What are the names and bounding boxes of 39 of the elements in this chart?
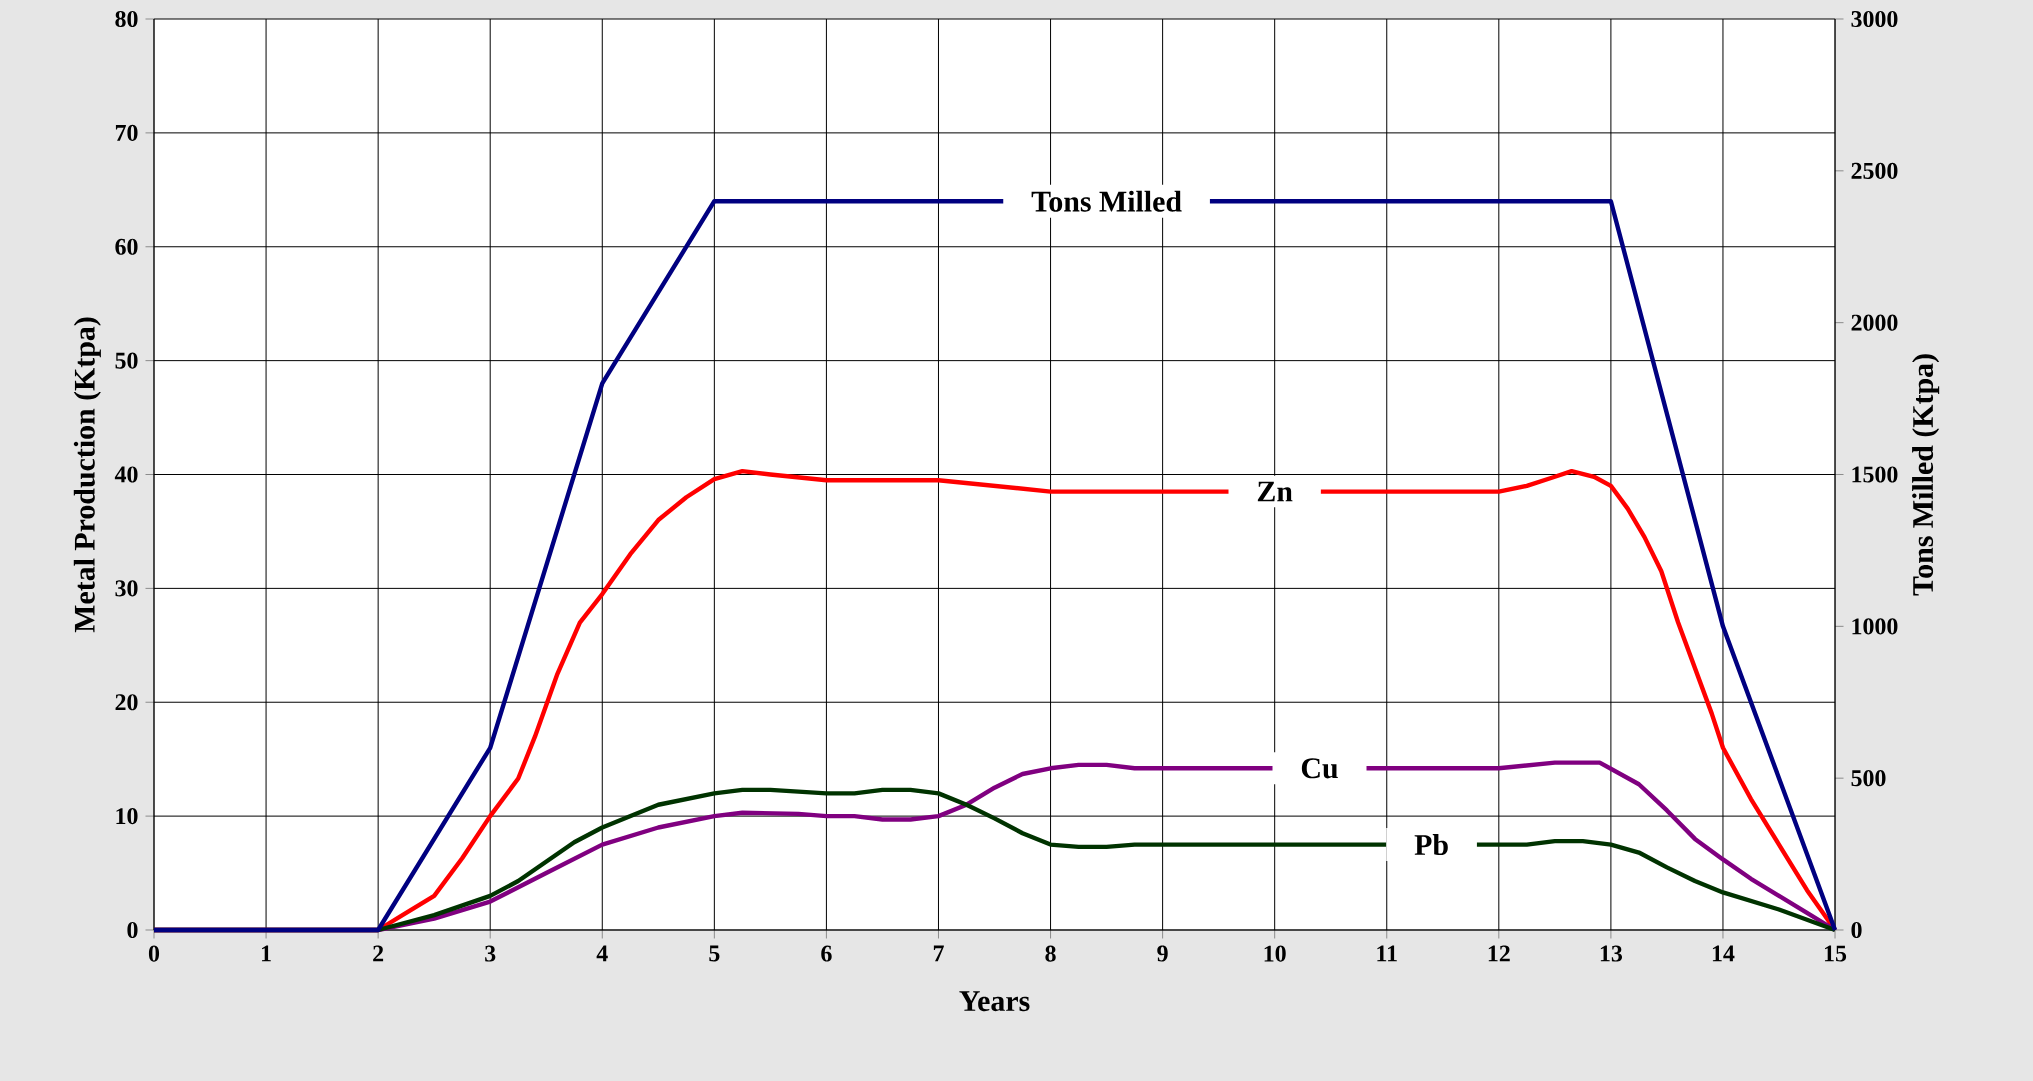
y2-tick-label: 500 [1851,770,1886,787]
series-label: Zn [1257,481,1293,502]
x-tick-label: 9 [1157,945,1168,962]
x-axis-title: Years [959,991,1030,1012]
y-tick-label: 70 [115,124,138,141]
y2-tick-label: 3000 [1851,10,1898,28]
y-tick-label: 50 [115,352,138,369]
y-tick-label: 80 [115,10,138,28]
y2-tick-label: 1500 [1852,466,1898,483]
x-tick-label: 0 [148,945,160,962]
y-tick-label: 30 [115,580,138,597]
y2-tick-label: 2000 [1851,314,1898,331]
x-tick-label: 2 [373,945,384,962]
x-tick-label: 10 [1264,945,1286,962]
y2-tick-label: 2500 [1851,162,1898,179]
x-tick-label: 6 [821,945,832,962]
y2-tick-label: 1000 [1852,618,1898,635]
series-label: Cu [1301,758,1338,779]
x-tick-label: 7 [933,945,944,962]
x-tick-label: 3 [485,945,496,962]
y-axis-title: Metal Production (Ktpa) [73,317,101,633]
y-tick-label: 40 [114,466,138,483]
y-tick-label: 0 [127,921,138,939]
x-tick-label: 11 [1377,945,1397,962]
x-tick-label: 8 [1045,945,1056,962]
series-label: Tons Milled [1031,190,1182,212]
y2-axis-title: Tons Milled (Ktpa) [1912,354,1940,596]
y-tick-label: 60 [115,238,138,255]
x-tick-label: 4 [596,945,608,962]
y-tick-label: 10 [116,808,138,825]
x-tick-label: 5 [709,945,720,962]
x-tick-label: 13 [1600,945,1623,962]
x-tick-label: 15 [1824,945,1847,962]
x-tick-label: 12 [1488,945,1510,962]
y2-tick-label: 0 [1851,921,1862,939]
x-tick-label: 14 [1712,945,1735,962]
series-label: Pb [1414,834,1448,856]
x-tick-label: 1 [262,945,271,962]
y-tick-label: 20 [115,694,138,711]
